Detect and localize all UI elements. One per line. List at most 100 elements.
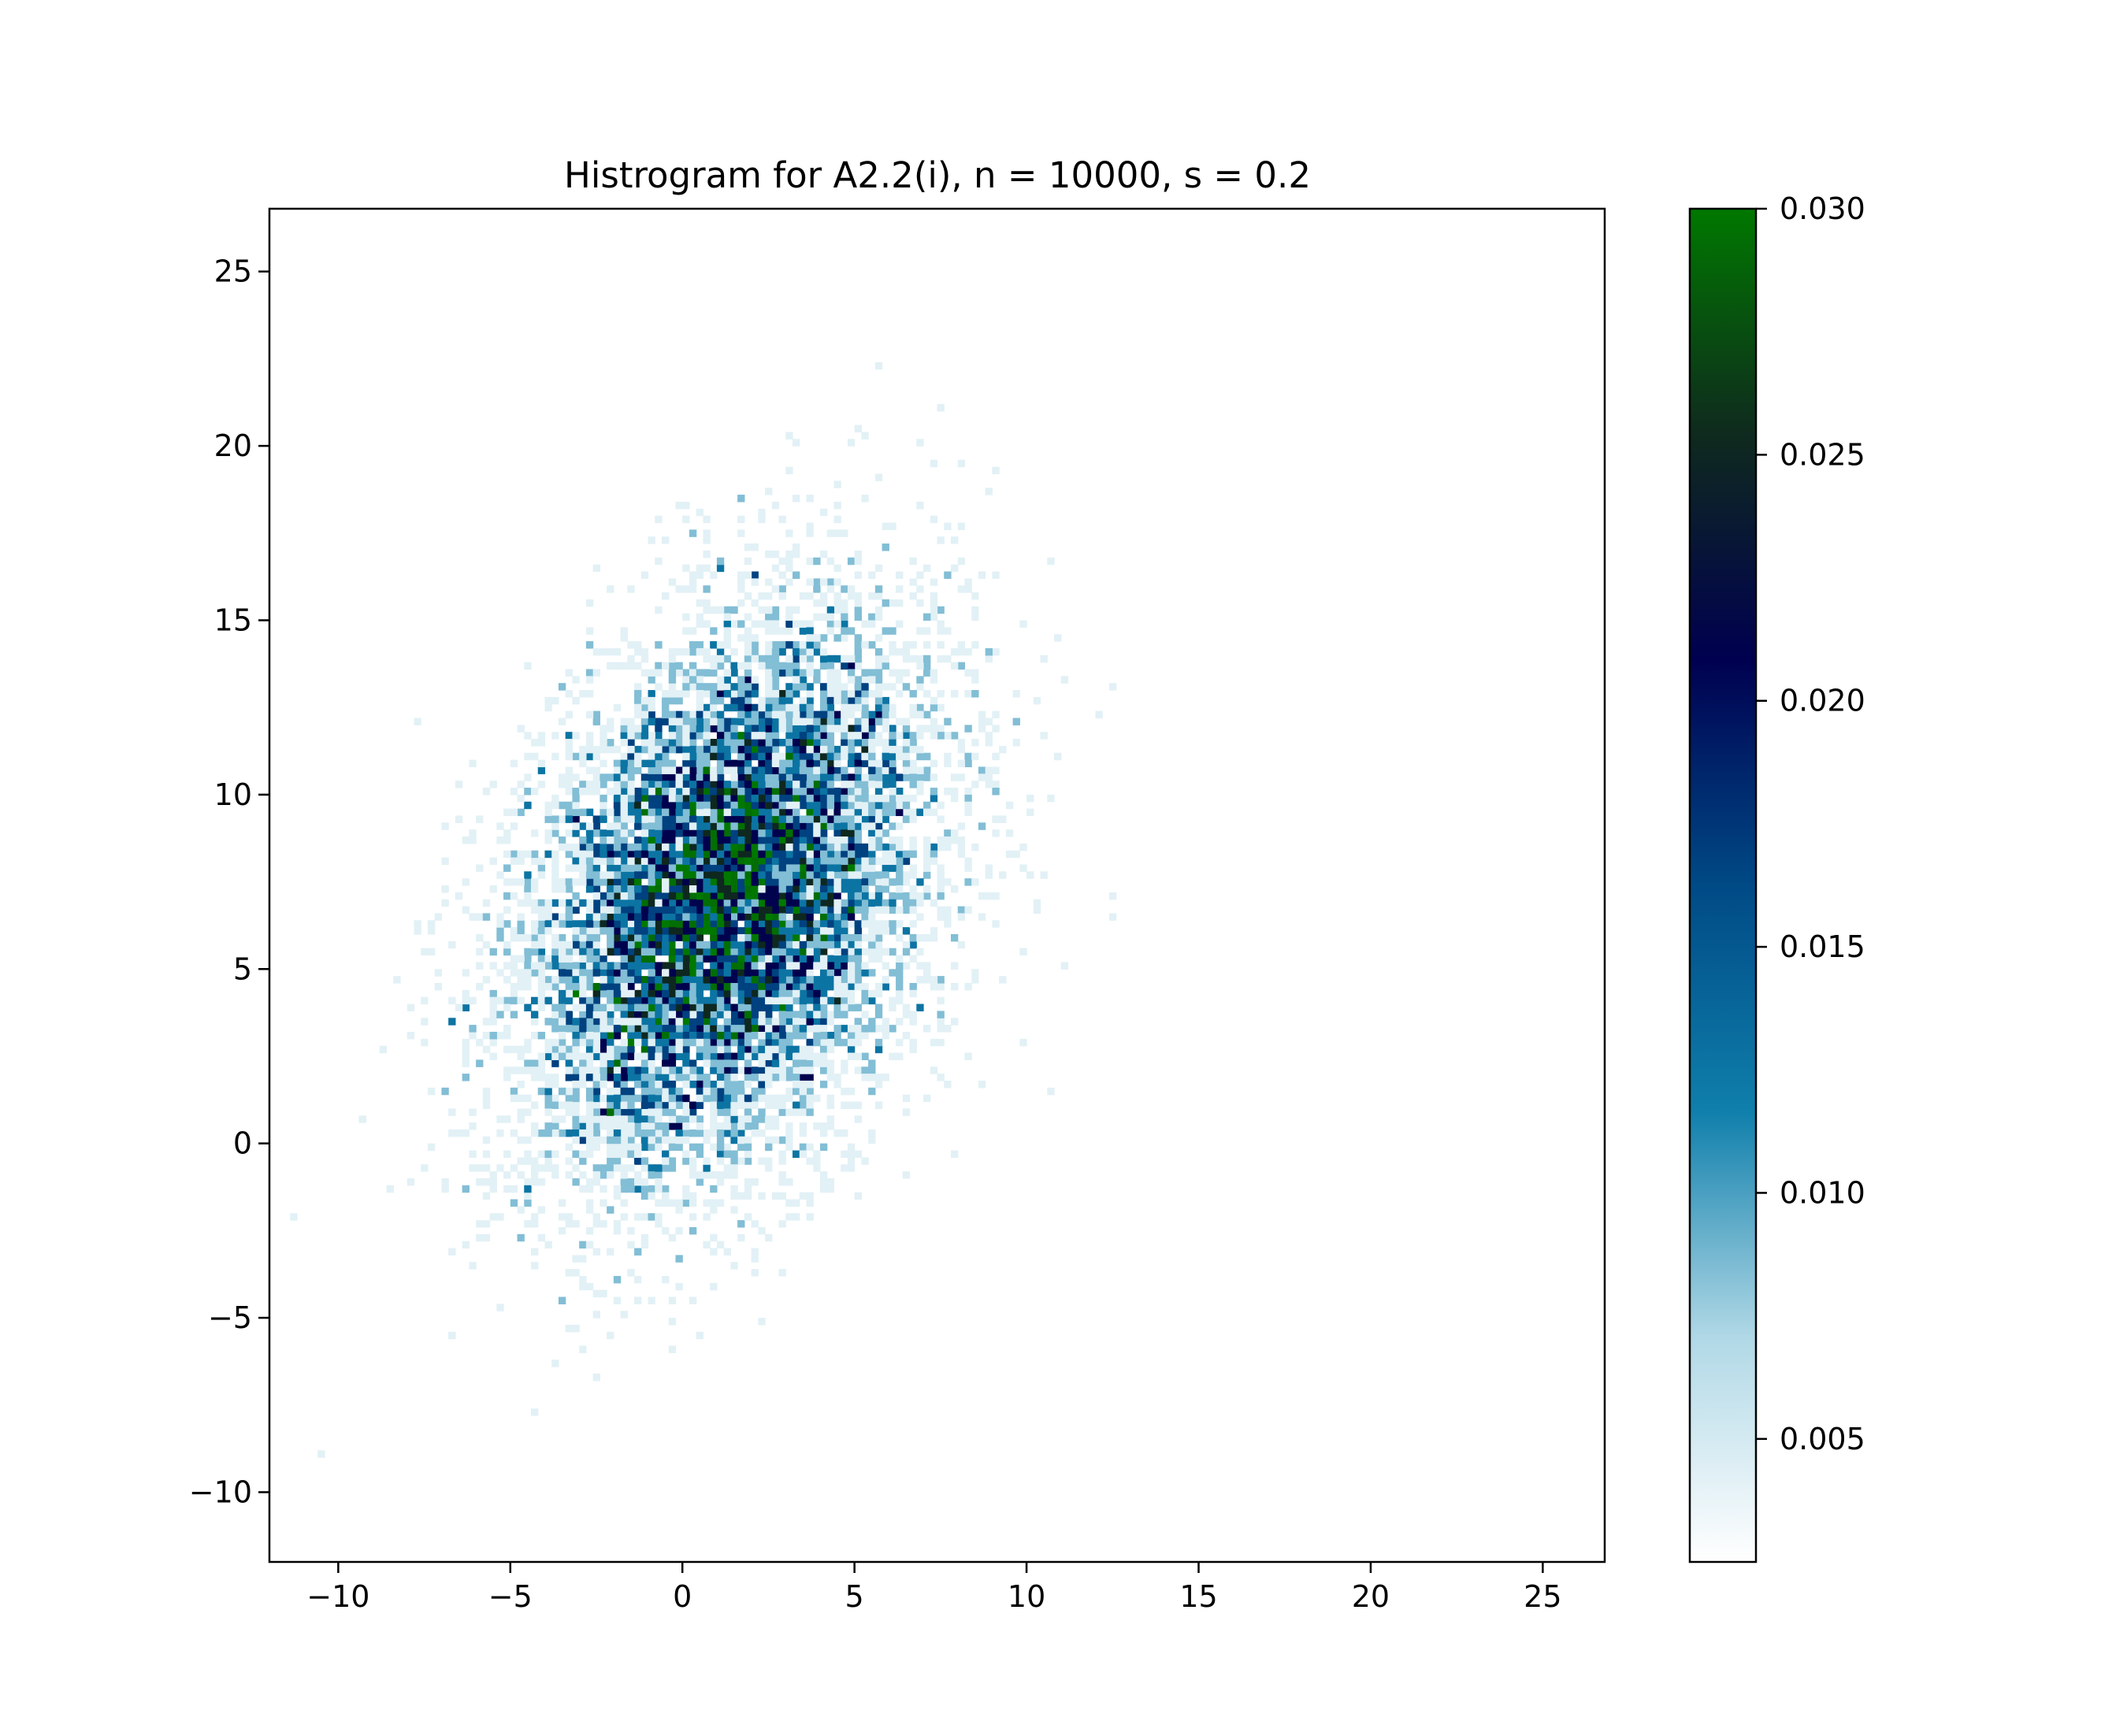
x-axis: −10 −5 0 5 10 15 20 25	[306, 1562, 1562, 1614]
histogram-bin	[826, 1185, 835, 1193]
histogram-bin	[819, 857, 828, 866]
histogram-bin	[785, 1122, 793, 1130]
histogram-bin	[765, 962, 773, 970]
histogram-bin	[696, 822, 704, 830]
histogram-bin	[482, 1031, 491, 1040]
histogram-bin	[826, 843, 835, 851]
histogram-bin	[868, 836, 876, 844]
histogram-bin	[613, 766, 622, 774]
histogram-bin	[675, 1129, 683, 1137]
histogram-bin	[793, 781, 800, 788]
histogram-bin	[613, 1052, 622, 1060]
histogram-bin	[819, 822, 828, 830]
histogram-bin	[778, 752, 786, 761]
histogram-bin	[421, 1018, 429, 1026]
histogram-bin	[682, 829, 690, 837]
histogram-bin	[531, 829, 539, 837]
histogram-bin	[985, 864, 993, 872]
histogram-bin	[634, 662, 642, 670]
histogram-bin	[826, 683, 835, 691]
histogram-bin	[462, 1038, 470, 1047]
histogram-bin	[771, 585, 780, 593]
histogram-bin	[806, 696, 814, 705]
histogram-bin	[765, 906, 773, 914]
histogram-bin	[778, 1031, 786, 1040]
histogram-bin	[813, 1011, 821, 1018]
histogram-bin	[689, 927, 697, 935]
histogram-bin	[476, 864, 484, 872]
histogram-bin	[909, 808, 917, 817]
histogram-bin	[765, 913, 773, 921]
histogram-bin	[634, 948, 642, 956]
histogram-bin	[607, 662, 614, 670]
histogram-bin	[634, 641, 642, 649]
histogram-bin	[826, 850, 835, 859]
histogram-bin	[785, 739, 793, 747]
histogram-bin	[765, 1136, 773, 1144]
histogram-bin	[744, 571, 752, 579]
histogram-bin	[675, 892, 683, 900]
histogram-bin	[930, 459, 938, 468]
histogram-bin	[819, 801, 828, 810]
histogram-bin	[627, 843, 635, 851]
histogram-bin	[607, 1206, 614, 1214]
histogram-bin	[441, 857, 449, 866]
histogram-bin	[696, 1331, 704, 1340]
histogram-bin	[909, 781, 917, 788]
histogram-bin	[634, 1052, 642, 1060]
histogram-bin	[889, 641, 896, 649]
histogram-bin	[909, 871, 917, 879]
histogram-bin	[765, 850, 773, 859]
histogram-bin	[751, 920, 759, 928]
histogram-bin	[854, 641, 862, 649]
histogram-bin	[668, 655, 677, 663]
histogram-bin	[648, 996, 655, 1005]
histogram-bin	[585, 1150, 594, 1158]
histogram-bin	[765, 920, 773, 928]
histogram-bin	[889, 1025, 896, 1033]
histogram-bin	[799, 996, 807, 1005]
histogram-bin	[620, 933, 628, 942]
histogram-bin	[771, 627, 780, 635]
histogram-bin	[716, 1101, 725, 1109]
histogram-bin	[806, 969, 814, 977]
histogram-bin	[799, 1143, 807, 1152]
histogram-bin	[793, 829, 800, 837]
histogram-bin	[785, 794, 793, 803]
histogram-bin	[579, 1241, 587, 1249]
histogram-bin	[585, 739, 594, 747]
histogram-bin	[599, 1171, 607, 1179]
histogram-bin	[613, 647, 622, 656]
histogram-bin	[489, 1185, 497, 1193]
histogram-bin	[503, 996, 511, 1005]
histogram-bin	[662, 920, 670, 928]
histogram-bin	[551, 857, 559, 866]
histogram-bin	[902, 899, 911, 907]
histogram-bin	[565, 1018, 574, 1026]
histogram-bin	[723, 836, 731, 844]
histogram-bin	[682, 836, 690, 844]
histogram-bin	[599, 794, 607, 803]
histogram-bin	[648, 773, 655, 781]
histogram-bin	[785, 1087, 793, 1096]
histogram-bin	[813, 1025, 821, 1033]
histogram-bin	[662, 801, 670, 810]
histogram-bin	[737, 794, 745, 803]
histogram-bin	[841, 683, 848, 691]
histogram-bin	[640, 1233, 649, 1242]
histogram-bin	[861, 759, 869, 768]
histogram-bin	[703, 732, 711, 740]
histogram-bin	[662, 933, 670, 942]
histogram-bin	[854, 885, 862, 893]
histogram-bin	[737, 955, 745, 963]
histogram-bin	[682, 962, 690, 970]
histogram-bin	[565, 781, 574, 788]
histogram-bin	[655, 683, 663, 691]
histogram-bin	[627, 857, 635, 866]
histogram-bin	[441, 899, 449, 907]
histogram-bin	[751, 655, 759, 663]
histogram-bin	[854, 822, 862, 830]
histogram-bin	[819, 1171, 828, 1179]
histogram-bin	[723, 1038, 731, 1047]
histogram-bin	[833, 878, 841, 886]
